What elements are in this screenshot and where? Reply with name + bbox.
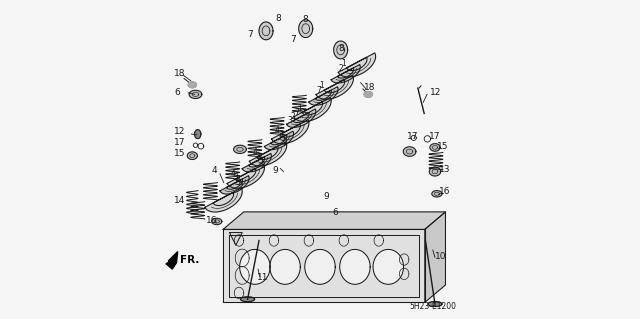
Text: 9: 9	[273, 166, 278, 175]
Text: 7: 7	[294, 108, 299, 117]
Text: 17: 17	[174, 138, 186, 147]
Text: 6: 6	[174, 88, 180, 97]
Text: 13: 13	[439, 165, 451, 174]
Polygon shape	[188, 82, 196, 88]
Polygon shape	[432, 191, 442, 197]
Text: 5H23-E1200: 5H23-E1200	[410, 302, 456, 311]
Polygon shape	[364, 92, 372, 97]
Polygon shape	[223, 212, 445, 229]
Polygon shape	[230, 233, 242, 245]
Polygon shape	[428, 301, 442, 307]
Polygon shape	[333, 41, 348, 59]
Text: 6: 6	[332, 208, 338, 217]
Polygon shape	[241, 297, 255, 302]
Polygon shape	[239, 249, 270, 284]
Text: 5: 5	[280, 134, 285, 143]
Text: 5: 5	[236, 178, 241, 187]
Text: 12: 12	[429, 88, 441, 97]
Polygon shape	[271, 120, 309, 144]
Text: 16: 16	[439, 187, 451, 197]
Text: 5: 5	[258, 157, 263, 166]
Text: 4: 4	[253, 148, 257, 157]
Text: 2: 2	[282, 138, 287, 147]
Text: 18: 18	[364, 83, 375, 92]
Polygon shape	[430, 144, 440, 151]
Polygon shape	[212, 218, 222, 225]
Text: 3: 3	[287, 116, 292, 125]
Polygon shape	[403, 147, 416, 156]
Polygon shape	[205, 188, 242, 212]
Text: 2: 2	[339, 63, 343, 72]
Text: 11: 11	[257, 272, 269, 281]
Text: 3: 3	[256, 152, 260, 161]
Polygon shape	[234, 145, 246, 153]
Polygon shape	[259, 22, 273, 40]
Text: 16: 16	[205, 216, 217, 225]
Polygon shape	[294, 97, 331, 122]
Polygon shape	[242, 153, 271, 172]
Text: 2: 2	[291, 112, 296, 121]
Text: 14: 14	[174, 196, 185, 205]
Text: 3: 3	[234, 174, 239, 182]
Text: 17: 17	[429, 132, 440, 141]
Text: FR.: FR.	[180, 255, 199, 264]
Polygon shape	[227, 164, 264, 188]
Polygon shape	[305, 249, 335, 284]
Text: 7: 7	[248, 31, 253, 40]
Polygon shape	[166, 252, 178, 269]
Polygon shape	[309, 87, 338, 105]
Text: 1: 1	[297, 104, 302, 113]
Polygon shape	[195, 130, 201, 138]
Text: 3: 3	[278, 130, 283, 139]
Text: 1: 1	[342, 59, 346, 68]
Text: 9: 9	[323, 192, 329, 202]
Polygon shape	[223, 229, 425, 302]
Polygon shape	[373, 249, 404, 284]
Text: 8: 8	[302, 15, 308, 24]
Polygon shape	[425, 212, 445, 302]
Polygon shape	[220, 176, 249, 194]
Text: 12: 12	[174, 127, 185, 136]
Text: 10: 10	[435, 252, 447, 261]
Text: 15: 15	[174, 149, 186, 158]
Polygon shape	[189, 90, 202, 99]
Text: 18: 18	[174, 69, 186, 78]
Polygon shape	[270, 249, 300, 284]
Text: 1: 1	[319, 81, 324, 90]
Text: 4: 4	[212, 166, 218, 175]
Polygon shape	[264, 131, 294, 150]
Text: 8: 8	[275, 14, 281, 23]
Polygon shape	[340, 249, 370, 284]
Text: 4: 4	[275, 126, 280, 135]
Text: 2: 2	[238, 182, 243, 191]
Polygon shape	[429, 167, 441, 176]
Text: 7: 7	[290, 35, 296, 44]
Polygon shape	[250, 142, 287, 166]
Polygon shape	[316, 75, 353, 99]
Text: 7: 7	[316, 86, 321, 95]
Text: 2: 2	[260, 161, 265, 170]
Polygon shape	[188, 152, 197, 160]
Polygon shape	[339, 53, 376, 77]
Text: 4: 4	[230, 169, 236, 178]
Text: 8: 8	[339, 44, 344, 54]
Polygon shape	[287, 109, 316, 127]
Polygon shape	[331, 64, 360, 83]
Text: 17: 17	[407, 132, 419, 141]
Text: 15: 15	[437, 142, 449, 151]
Polygon shape	[299, 20, 313, 38]
